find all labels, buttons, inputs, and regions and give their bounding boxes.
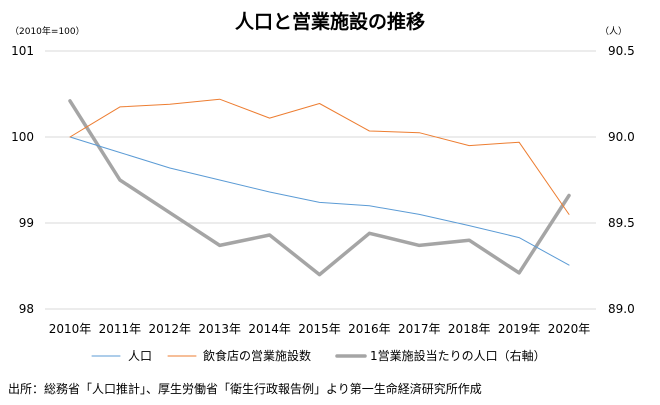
x-tick-label: 2015年 [298,322,341,336]
right-axis: 89.0 89.5 90.0 90.5 [608,44,635,316]
right-tick-label: 89.0 [608,302,635,316]
right-axis-unit: （人） [600,26,627,37]
right-tick-label: 89.5 [608,216,635,230]
legend-label: 人口 [128,349,152,363]
x-tick-label: 2013年 [198,322,241,336]
x-axis: 2010年 2011年 2012年 2013年 2014年 2015年 2016年 2017年… [49,322,591,336]
x-tick-label: 2010年 [49,322,92,336]
left-tick-label: 98 [19,302,34,316]
series-line-1 [69,136,570,266]
source-note: 出所：総務省「人口推計」、厚生労働省「衛生行政報告例」より第一生命経済研究所作成 [8,382,482,396]
x-tick-label: 2018年 [448,322,491,336]
left-tick-label: 99 [19,216,34,230]
legend-label: 1営業施設当たりの人口（右軸） [370,348,546,363]
gridlines [45,50,596,310]
left-axis-unit: （2010年=100） [10,25,85,37]
x-tick-label: 2014年 [248,322,291,336]
series-lines [68,98,571,277]
x-tick-label: 2020年 [548,322,591,336]
legend: 人口 飲食店の営業施設数 1営業施設当たりの人口（右軸） [91,348,546,363]
left-tick-label: 100 [11,130,34,144]
series-line-2 [69,98,570,215]
right-tick-label: 90.5 [608,44,635,58]
x-tick-label: 2011年 [99,322,142,336]
left-axis: 98 99 100 101 [11,44,34,316]
right-tick-label: 90.0 [608,130,635,144]
x-tick-label: 2012年 [149,322,192,336]
series-line-3 [68,99,571,277]
left-tick-label: 101 [11,44,34,58]
x-tick-label: 2019年 [498,322,541,336]
chart-title: 人口と営業施設の推移 [235,10,425,33]
x-tick-label: 2016年 [348,322,391,336]
x-tick-label: 2017年 [398,322,441,336]
legend-label: 飲食店の営業施設数 [203,348,311,363]
